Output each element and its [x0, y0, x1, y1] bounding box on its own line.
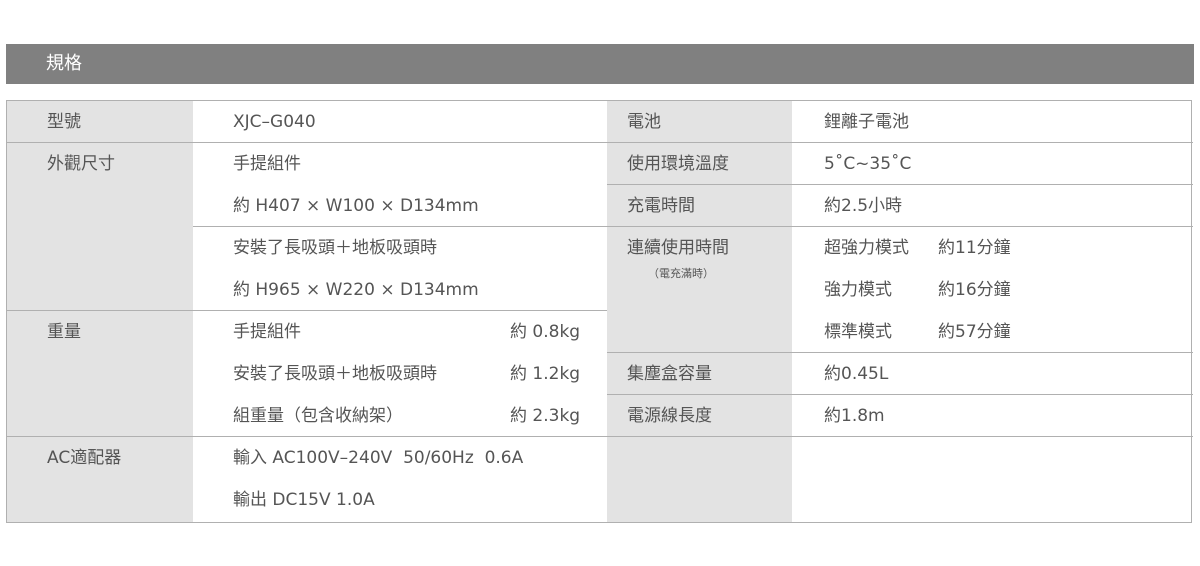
temperature-value: 5˚C~35˚C — [824, 154, 912, 174]
runtime-mode-name: 標準模式 — [824, 322, 892, 342]
spec-table: 型號 外觀尺寸 重量 AC適配器 XJC–G040 手提組件 約 H407 × … — [6, 100, 1193, 523]
dimension-line: 約 H965 × W220 × D134mm — [233, 280, 479, 300]
charge-time-value: 約2.5小時 — [824, 196, 903, 216]
dimensions-label: 外觀尺寸 — [47, 154, 115, 174]
dimension-line: 約 H407 × W100 × D134mm — [233, 196, 479, 216]
runtime-mode-value: 約16分鐘 — [938, 280, 1011, 300]
model-value: XJC–G040 — [233, 112, 316, 132]
runtime-mode-name: 強力模式 — [824, 280, 892, 300]
adapter-label: AC適配器 — [47, 448, 122, 468]
dimension-line: 安裝了長吸頭＋地板吸頭時 — [233, 238, 437, 258]
weight-label: 重量 — [47, 322, 81, 342]
section-title: 規格 — [46, 53, 82, 74]
weight-item-value: 約 1.2kg — [510, 364, 581, 384]
dustbin-value: 約0.45L — [824, 364, 889, 384]
temperature-label: 使用環境溫度 — [627, 154, 729, 174]
weight-item-value: 約 0.8kg — [510, 322, 581, 342]
battery-label: 電池 — [627, 112, 661, 132]
runtime-mode-name: 超強力模式 — [824, 238, 909, 258]
section-header: 規格 — [6, 44, 1194, 84]
weight-item-name: 手提組件 — [233, 322, 301, 342]
weight-item-name: 組重量（包含收納架） — [233, 406, 403, 426]
runtime-mode-value: 約57分鐘 — [938, 322, 1011, 342]
model-label: 型號 — [47, 112, 81, 132]
runtime-note: （電充滿時） — [648, 267, 714, 280]
charge-time-label: 充電時間 — [627, 196, 695, 216]
adapter-output: 輸出 DC15V 1.0A — [233, 490, 375, 510]
runtime-mode-value: 約11分鐘 — [938, 238, 1011, 258]
weight-item-name: 安裝了長吸頭＋地板吸頭時 — [233, 364, 437, 384]
adapter-input: 輸入 AC100V–240V 50/60Hz 0.6A — [233, 448, 524, 468]
dustbin-label: 集塵盒容量 — [627, 364, 712, 384]
cord-value: 約1.8m — [824, 406, 885, 426]
runtime-label: 連續使用時間 — [627, 238, 729, 258]
left-label-column — [7, 101, 193, 522]
weight-item-value: 約 2.3kg — [510, 406, 581, 426]
dimension-line: 手提組件 — [233, 154, 301, 174]
battery-value: 鋰離子電池 — [824, 112, 909, 132]
right-label-column — [607, 101, 792, 522]
cord-label: 電源線長度 — [627, 406, 712, 426]
